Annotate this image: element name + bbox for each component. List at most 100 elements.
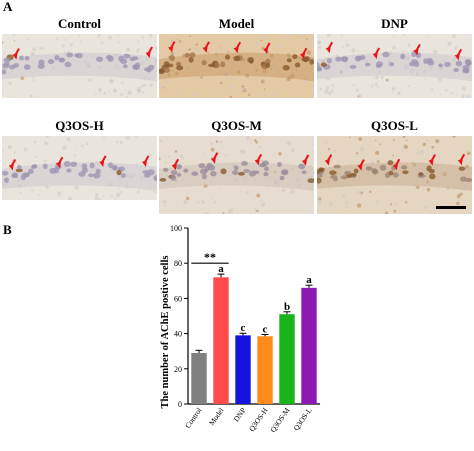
tissue-speckle (117, 41, 120, 44)
cell-nucleus (88, 173, 95, 178)
tissue-speckle (290, 190, 295, 194)
cell-nucleus (4, 177, 10, 183)
tissue-speckle (173, 51, 177, 56)
micrograph-q3os-l (317, 136, 472, 214)
y-axis-label: The number of AChE postive cells (160, 256, 171, 409)
cell-nucleus (326, 58, 332, 64)
cell-nucleus (64, 61, 72, 68)
error-bar-q3os-l (305, 284, 313, 288)
red-arrow-marker (301, 154, 310, 166)
tissue-speckle (344, 205, 347, 208)
tissue-speckle (45, 136, 49, 139)
tissue-speckle (43, 159, 47, 163)
tissue-speckle (452, 136, 456, 138)
tissue-speckle (74, 185, 79, 190)
panel-b-letter: B (3, 222, 12, 237)
tissue-speckle (188, 48, 192, 51)
tissue-speckle (384, 211, 389, 214)
tissue-speckle (141, 36, 145, 39)
tissue-speckle (174, 150, 178, 153)
tissue-speckle (88, 78, 92, 82)
tissue-speckle (124, 89, 126, 91)
cell-nucleus (353, 168, 359, 174)
tissue-speckle (430, 88, 434, 91)
tissue-speckle (136, 86, 142, 92)
tissue-speckle (227, 50, 230, 53)
tissue-speckle (300, 34, 305, 37)
tissue-speckle (358, 137, 363, 141)
tissue-speckle (137, 190, 140, 194)
cell-nucleus (375, 63, 382, 68)
tissue-speckle (357, 190, 361, 194)
micro-label-q3os-m: Q3OS-M (211, 118, 262, 133)
cell-nucleus (365, 166, 373, 171)
bar-model (213, 277, 229, 404)
tissue-speckle (328, 202, 333, 207)
cell-nucleus (333, 164, 341, 169)
tissue-speckle (196, 200, 200, 204)
cell-nucleus (47, 58, 55, 65)
cell-nucleus (388, 170, 394, 176)
tissue-speckle (426, 187, 431, 192)
y-tick-label: 80 (174, 259, 182, 268)
tissue-speckle (391, 91, 394, 94)
tissue-speckle (195, 47, 199, 52)
tissue-speckle (180, 154, 184, 159)
cell-nucleus (17, 165, 22, 170)
cell-nucleus (301, 57, 309, 62)
tissue-speckle (466, 151, 471, 156)
cell-nucleus (265, 58, 271, 65)
tissue-speckle (359, 146, 365, 151)
x-tick-label: Model (207, 406, 226, 427)
tissue-speckle (254, 41, 259, 47)
tissue-speckle (351, 48, 356, 53)
significance-stars: ** (204, 250, 216, 264)
cell-nucleus (207, 164, 216, 171)
tissue-speckle (380, 190, 383, 193)
red-arrow-marker (325, 41, 334, 54)
tissue-speckle (23, 147, 28, 152)
micrograph-dnp (317, 34, 472, 98)
tissue-speckle (434, 153, 436, 155)
cell-nucleus (112, 165, 118, 171)
tissue-speckle (345, 43, 350, 48)
tissue-speckle (133, 140, 136, 142)
tissue-speckle (246, 136, 251, 141)
cell-nucleus (418, 172, 424, 176)
tissue-speckle (392, 35, 395, 38)
tissue-speckle (260, 79, 265, 84)
tissue-speckle (203, 153, 205, 155)
cell-nucleus (93, 172, 101, 179)
tissue-speckle (400, 199, 403, 202)
bar-q3os-l (301, 287, 317, 404)
cell-nucleus (329, 170, 337, 176)
cell-nucleus (319, 167, 325, 172)
tissue-speckle (75, 147, 77, 149)
tissue-speckle (168, 155, 171, 158)
tissue-speckle (136, 40, 140, 43)
tissue-speckle (73, 154, 76, 157)
tissue-speckle (345, 40, 348, 43)
tissue-speckle (422, 142, 427, 147)
tissue-speckle (219, 140, 223, 144)
tissue-speckle (415, 87, 417, 89)
red-arrow-marker (233, 41, 242, 54)
cell-nucleus (379, 164, 387, 171)
tissue-speckle (453, 46, 458, 51)
cell-nucleus (95, 168, 101, 174)
tissue-speckle (183, 199, 188, 205)
micro-label-model: Model (218, 16, 255, 31)
cell-nucleus (191, 171, 199, 176)
tissue-speckle (176, 47, 179, 50)
tissue-speckle (345, 201, 348, 204)
error-bar-q3os-h (261, 333, 269, 337)
tissue-speckle (240, 150, 244, 153)
micro-label-dnp: DNP (381, 16, 408, 31)
significance-letter: a (306, 274, 312, 286)
cell-nucleus (243, 169, 251, 173)
tissue-speckle (426, 48, 428, 50)
tissue-speckle (281, 188, 286, 193)
tissue-speckle (159, 84, 164, 89)
tissue-speckle (402, 49, 405, 53)
tissue-speckle (159, 139, 162, 143)
